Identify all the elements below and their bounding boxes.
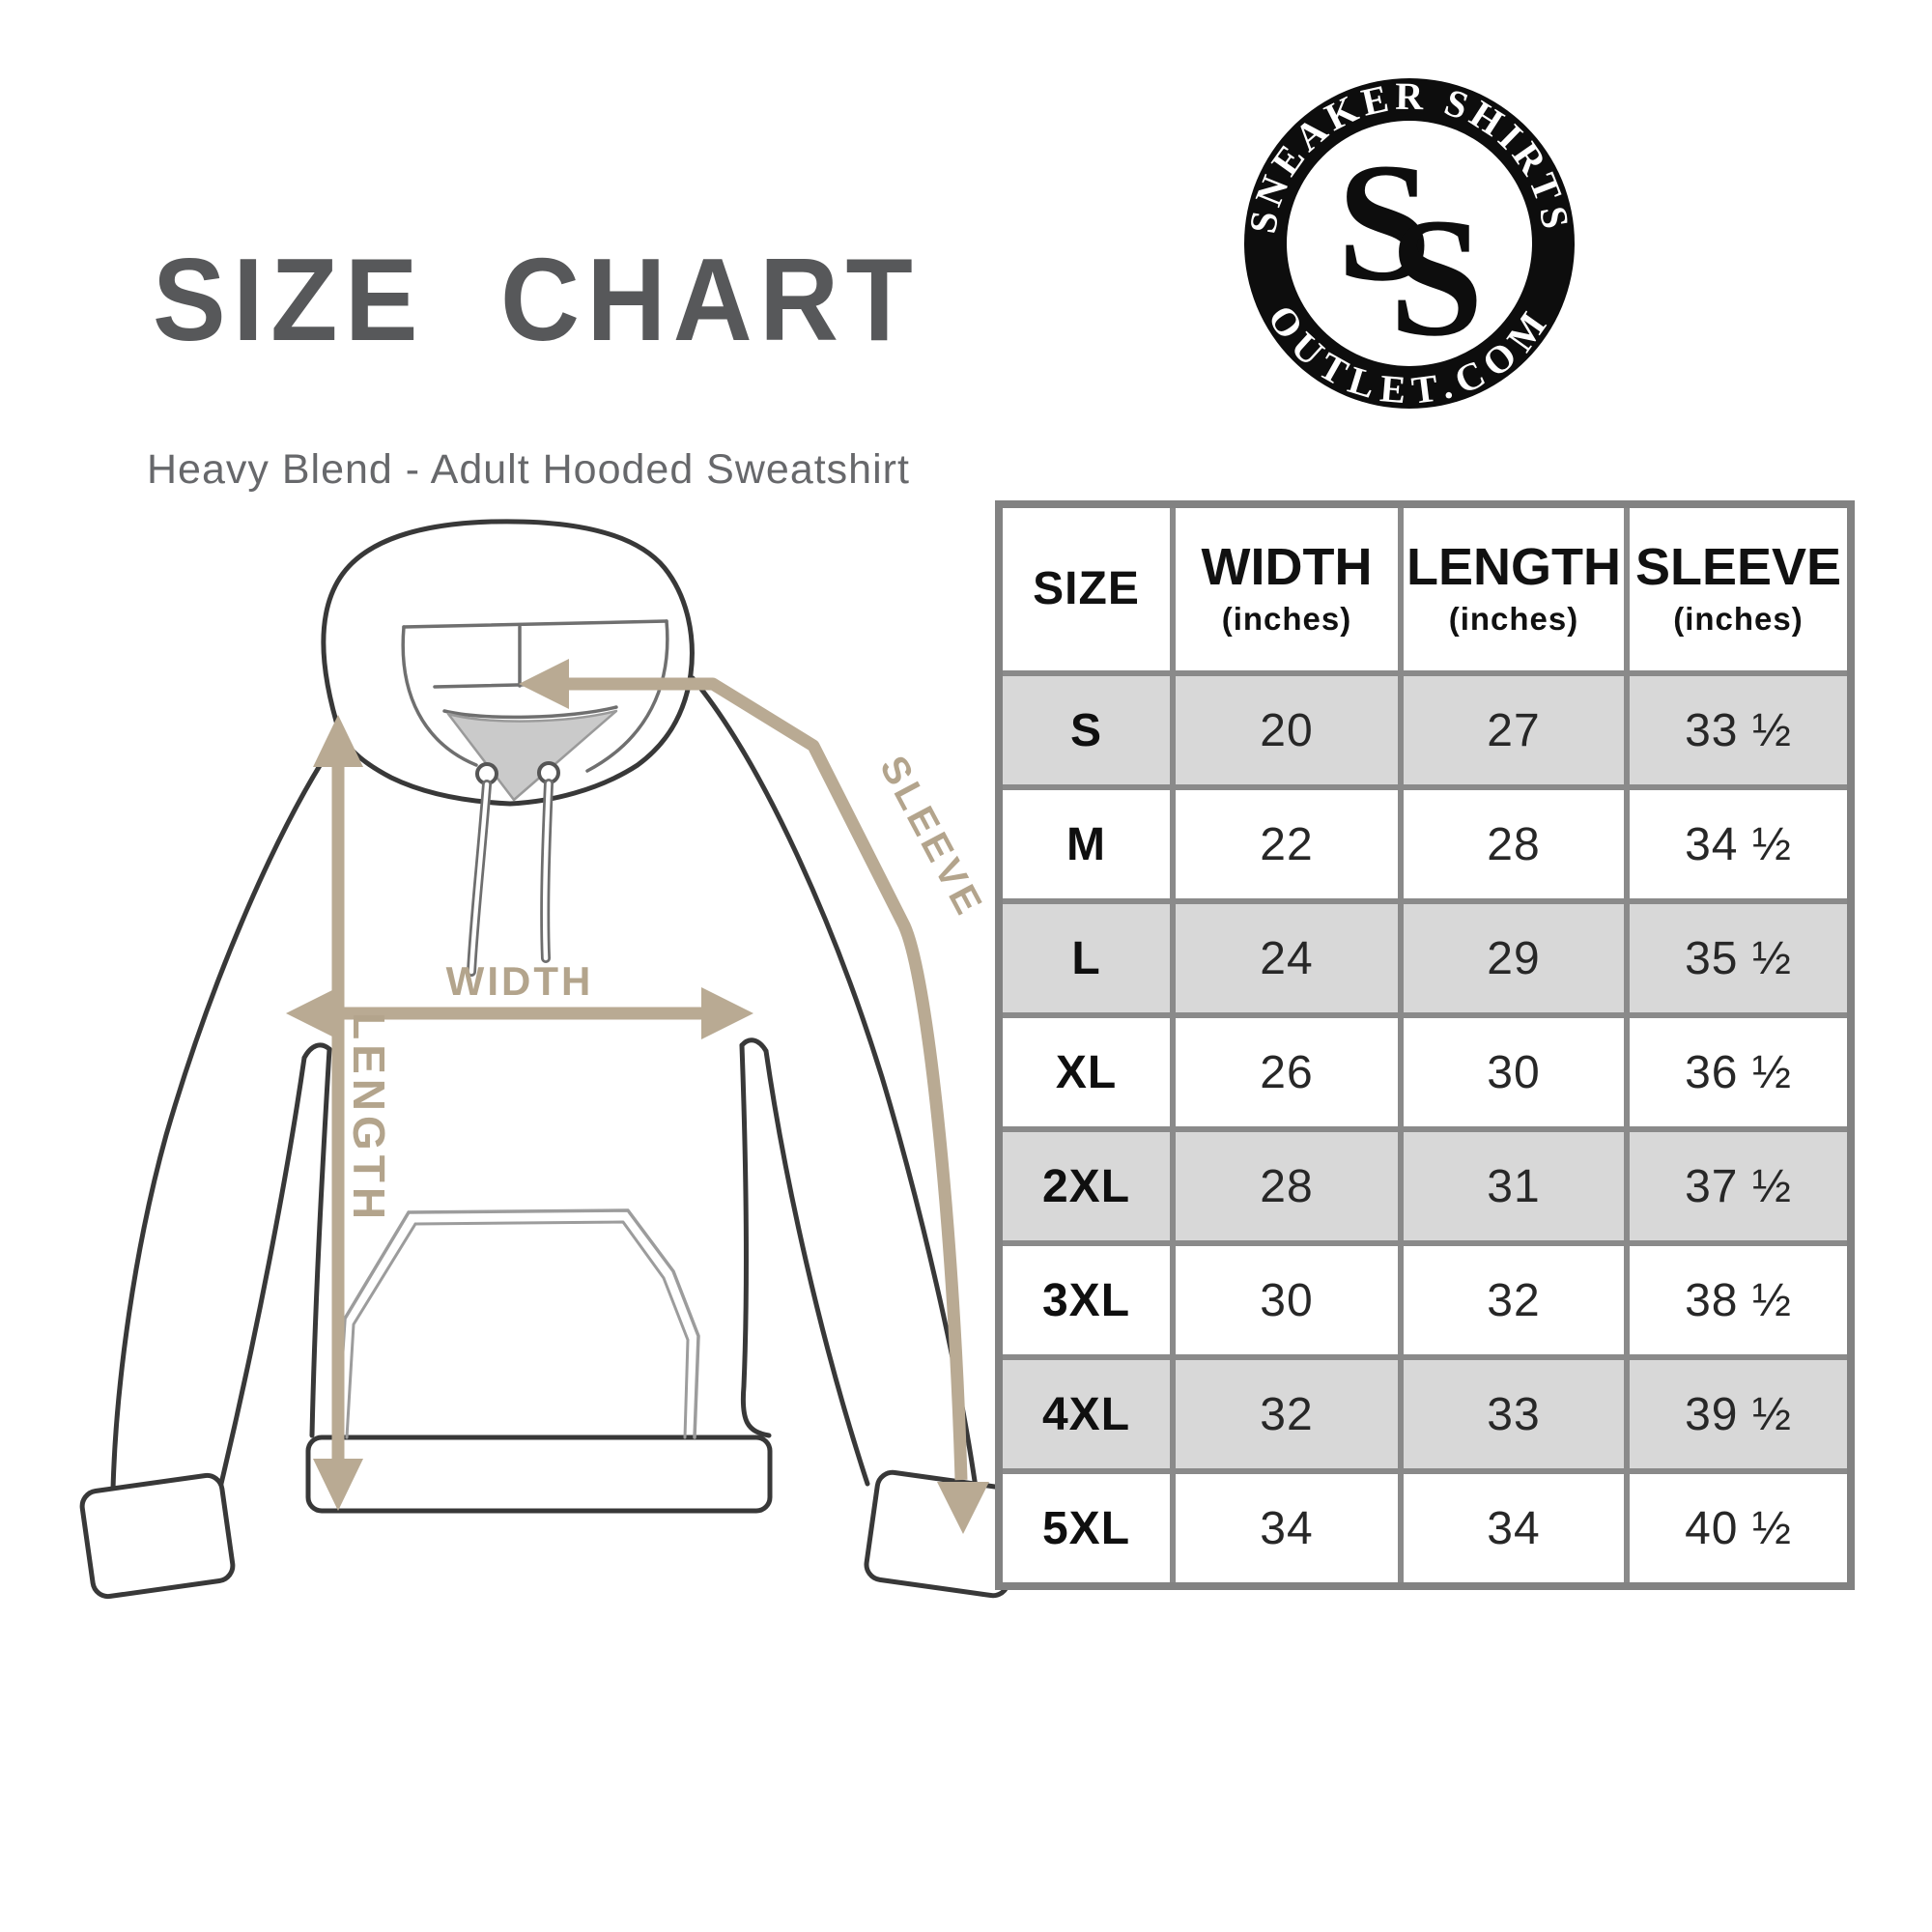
- width-cell: 22: [1170, 784, 1404, 904]
- hoodie-body: [301, 1037, 773, 1514]
- sleeve-cell: 38 ½: [1624, 1240, 1854, 1360]
- hoodie-hem-band: [305, 1435, 773, 1514]
- svg-text:S: S: [1337, 128, 1432, 317]
- table-row: S 20 27 33 ½: [996, 670, 1854, 790]
- length-arrow: [313, 715, 363, 1511]
- width-cell: 30: [1170, 1240, 1404, 1360]
- size-table: SIZE WIDTH (inches) LENGTH (inches) SLEE…: [995, 500, 1855, 1590]
- length-arrow-label: LENGTH: [344, 1012, 394, 1224]
- page-subtitle: Heavy Blend - Adult Hooded Sweatshirt: [147, 446, 910, 493]
- page-title: SIZE CHART: [153, 234, 921, 365]
- table-row: 3XL 30 32 38 ½: [996, 1240, 1854, 1360]
- size-cell: 4XL: [996, 1354, 1176, 1474]
- length-cell: 31: [1398, 1126, 1630, 1246]
- table-row: XL 26 30 36 ½: [996, 1012, 1854, 1132]
- logo-inner-circle: [1287, 121, 1532, 366]
- hoodie-drawstrings: [467, 761, 560, 977]
- table-header-row: SIZE WIDTH (inches) LENGTH (inches) SLEE…: [996, 501, 1854, 676]
- header-length: LENGTH (inches): [1398, 501, 1630, 676]
- svg-text:S: S: [1389, 184, 1484, 372]
- size-cell: L: [996, 898, 1176, 1018]
- length-cell: 30: [1398, 1012, 1630, 1132]
- length-cell: 27: [1398, 670, 1630, 790]
- sleeve-cell: 37 ½: [1624, 1126, 1854, 1246]
- table-row: 4XL 32 33 39 ½: [996, 1354, 1854, 1474]
- table-row: L 24 29 35 ½: [996, 898, 1854, 1018]
- width-cell: 28: [1170, 1126, 1404, 1246]
- sleeve-cell: 36 ½: [1624, 1012, 1854, 1132]
- table-row: 2XL 28 31 37 ½: [996, 1126, 1854, 1246]
- sleeve-arrow: [519, 659, 989, 1534]
- width-cell: 26: [1170, 1012, 1404, 1132]
- size-cell: 5XL: [996, 1468, 1176, 1589]
- size-cell: S: [996, 670, 1176, 790]
- size-cell: 3XL: [996, 1240, 1176, 1360]
- header-width: WIDTH (inches): [1170, 501, 1404, 676]
- size-cell: M: [996, 784, 1176, 904]
- length-cell: 29: [1398, 898, 1630, 1018]
- hoodie-hood: [321, 519, 695, 807]
- sleeve-cell: 39 ½: [1624, 1354, 1854, 1474]
- length-cell: 32: [1398, 1240, 1630, 1360]
- size-cell: XL: [996, 1012, 1176, 1132]
- hoodie-pocket: [335, 1208, 700, 1439]
- sleeve-cell: 34 ½: [1624, 784, 1854, 904]
- table-row: M 22 28 34 ½: [996, 784, 1854, 904]
- width-cell: 20: [1170, 670, 1404, 790]
- size-cell: 2XL: [996, 1126, 1176, 1246]
- sleeve-cell: 33 ½: [1624, 670, 1854, 790]
- hoodie-left-cuff: [79, 1472, 236, 1600]
- header-sleeve: SLEEVE (inches): [1624, 501, 1854, 676]
- sleeve-cell: 40 ½: [1624, 1468, 1854, 1589]
- table-row: 5XL 34 34 40 ½: [996, 1468, 1854, 1589]
- width-cell: 32: [1170, 1354, 1404, 1474]
- logo-ss-monogram-icon: S S: [1337, 128, 1484, 372]
- width-arrow: [286, 987, 753, 1039]
- header-size: SIZE: [996, 501, 1176, 676]
- length-cell: 34: [1398, 1468, 1630, 1589]
- width-arrow-label: WIDTH: [446, 958, 594, 1004]
- hoodie-measurement-diagram: WIDTH LENGTH SLEEVE: [79, 519, 1022, 1600]
- hoodie-left-sleeve: [79, 731, 343, 1600]
- length-cell: 28: [1398, 784, 1630, 904]
- length-cell: 33: [1398, 1354, 1630, 1474]
- sleeve-cell: 35 ½: [1624, 898, 1854, 1018]
- width-cell: 34: [1170, 1468, 1404, 1589]
- hoodie-neck-triangle: [446, 709, 618, 802]
- brand-logo: SNEAKER SHIRTS OUTLET.COM S S: [1240, 74, 1575, 412]
- width-cell: 24: [1170, 898, 1404, 1018]
- hoodie-hood-inner-lines: [401, 619, 669, 773]
